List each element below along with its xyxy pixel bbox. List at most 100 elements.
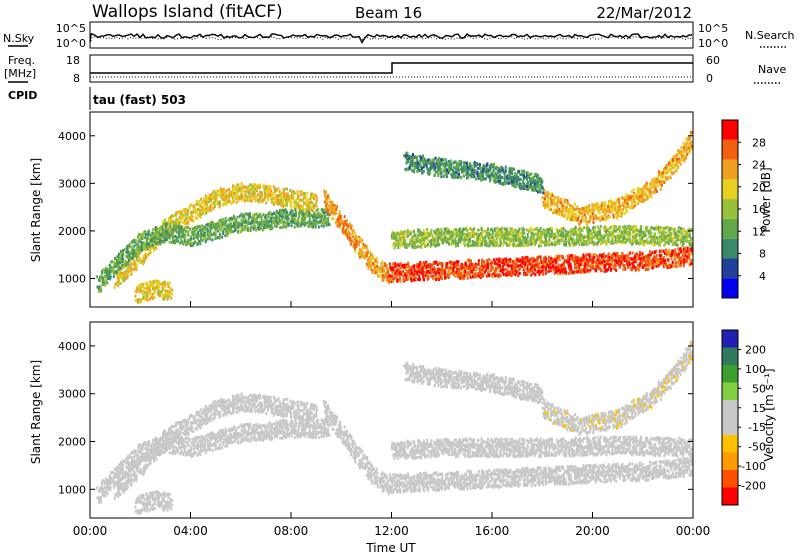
data-pixel (203, 201, 206, 205)
data-pixel (267, 224, 270, 228)
data-pixel (247, 222, 250, 226)
data-pixel (519, 231, 522, 235)
data-pixel (184, 218, 187, 222)
data-pixel (601, 241, 603, 245)
data-pixel (250, 197, 253, 200)
data-pixel (590, 237, 593, 241)
data-pixel (531, 240, 534, 244)
data-pixel (435, 233, 438, 237)
data-pixel (155, 230, 157, 234)
data-pixel (353, 239, 356, 243)
data-pixel (308, 223, 311, 227)
data-pixel (188, 242, 191, 246)
data-pixel (385, 265, 388, 269)
data-pixel (514, 269, 517, 273)
data-pixel (297, 224, 300, 228)
data-pixel (180, 215, 183, 219)
data-pixel (502, 231, 505, 235)
freq-panel (89, 54, 694, 83)
data-pixel (519, 235, 522, 239)
data-pixel (592, 257, 595, 261)
data-pixel (384, 264, 386, 268)
data-pixel (463, 273, 466, 277)
data-pixel (574, 225, 577, 229)
data-pixel (258, 227, 261, 231)
data-pixel (243, 217, 246, 221)
data-pixel (476, 239, 479, 243)
data-pixel (204, 207, 207, 211)
data-pixel (477, 259, 480, 263)
data-pixel (586, 268, 589, 272)
data-pixel (117, 264, 120, 268)
data-pixel (513, 239, 516, 243)
data-pixel (363, 254, 366, 258)
data-pixel (359, 236, 362, 240)
data-pixel (103, 280, 105, 284)
data-pixel (590, 234, 593, 238)
data-pixel (451, 241, 454, 244)
data-pixel (225, 226, 228, 230)
data-pixel (104, 279, 107, 283)
data-pixel (101, 282, 104, 286)
data-pixel (174, 228, 177, 232)
data-pixel (420, 231, 423, 235)
data-pixel (105, 271, 108, 275)
data-pixel (455, 231, 458, 235)
data-pixel (478, 233, 480, 237)
data-pixel (526, 267, 529, 271)
data-pixel (392, 266, 395, 270)
data-pixel (418, 241, 421, 244)
data-pixel (506, 243, 508, 247)
data-pixel (149, 234, 152, 238)
data-pixel (236, 195, 239, 199)
data-pixel (557, 263, 560, 267)
data-pixel (297, 218, 300, 222)
data-pixel (260, 194, 263, 198)
data-pixel (226, 226, 229, 230)
data-pixel (610, 225, 613, 229)
data-pixel (656, 261, 659, 264)
data-pixel (662, 259, 665, 263)
data-pixel (336, 222, 339, 226)
data-pixel (298, 223, 301, 227)
data-pixel (473, 235, 476, 239)
data-pixel (285, 225, 288, 229)
data-pixel (574, 270, 577, 274)
data-pixel (226, 224, 229, 228)
data-pixel (172, 228, 174, 232)
data-pixel (473, 227, 475, 231)
data-pixel (403, 237, 406, 241)
data-pixel (365, 254, 368, 258)
data-pixel (279, 192, 282, 195)
data-pixel (262, 213, 265, 217)
data-pixel (226, 233, 229, 237)
data-pixel (225, 196, 228, 200)
data-pixel (455, 242, 458, 246)
data-pixel (395, 235, 398, 238)
data-pixel (302, 221, 305, 225)
data-pixel (254, 226, 257, 230)
data-pixel (218, 204, 221, 208)
data-pixel (171, 220, 174, 224)
data-pixel (555, 235, 558, 239)
data-pixel (218, 220, 221, 224)
data-pixel (421, 270, 424, 274)
data-pixel (253, 220, 256, 224)
data-pixel (684, 246, 687, 250)
data-pixel (641, 252, 644, 256)
data-pixel (183, 218, 186, 222)
data-pixel (502, 259, 505, 263)
data-pixel (229, 190, 232, 194)
data-pixel (108, 270, 111, 274)
data-pixel (295, 206, 298, 210)
data-pixel (386, 276, 388, 280)
data-pixel (265, 201, 268, 205)
data-pixel (390, 268, 392, 272)
data-pixel (167, 235, 169, 239)
data-pixel (332, 207, 335, 211)
data-pixel (585, 258, 588, 261)
data-pixel (274, 201, 277, 205)
data-pixel (304, 197, 307, 201)
data-pixel (688, 263, 691, 267)
data-pixel (505, 261, 508, 265)
